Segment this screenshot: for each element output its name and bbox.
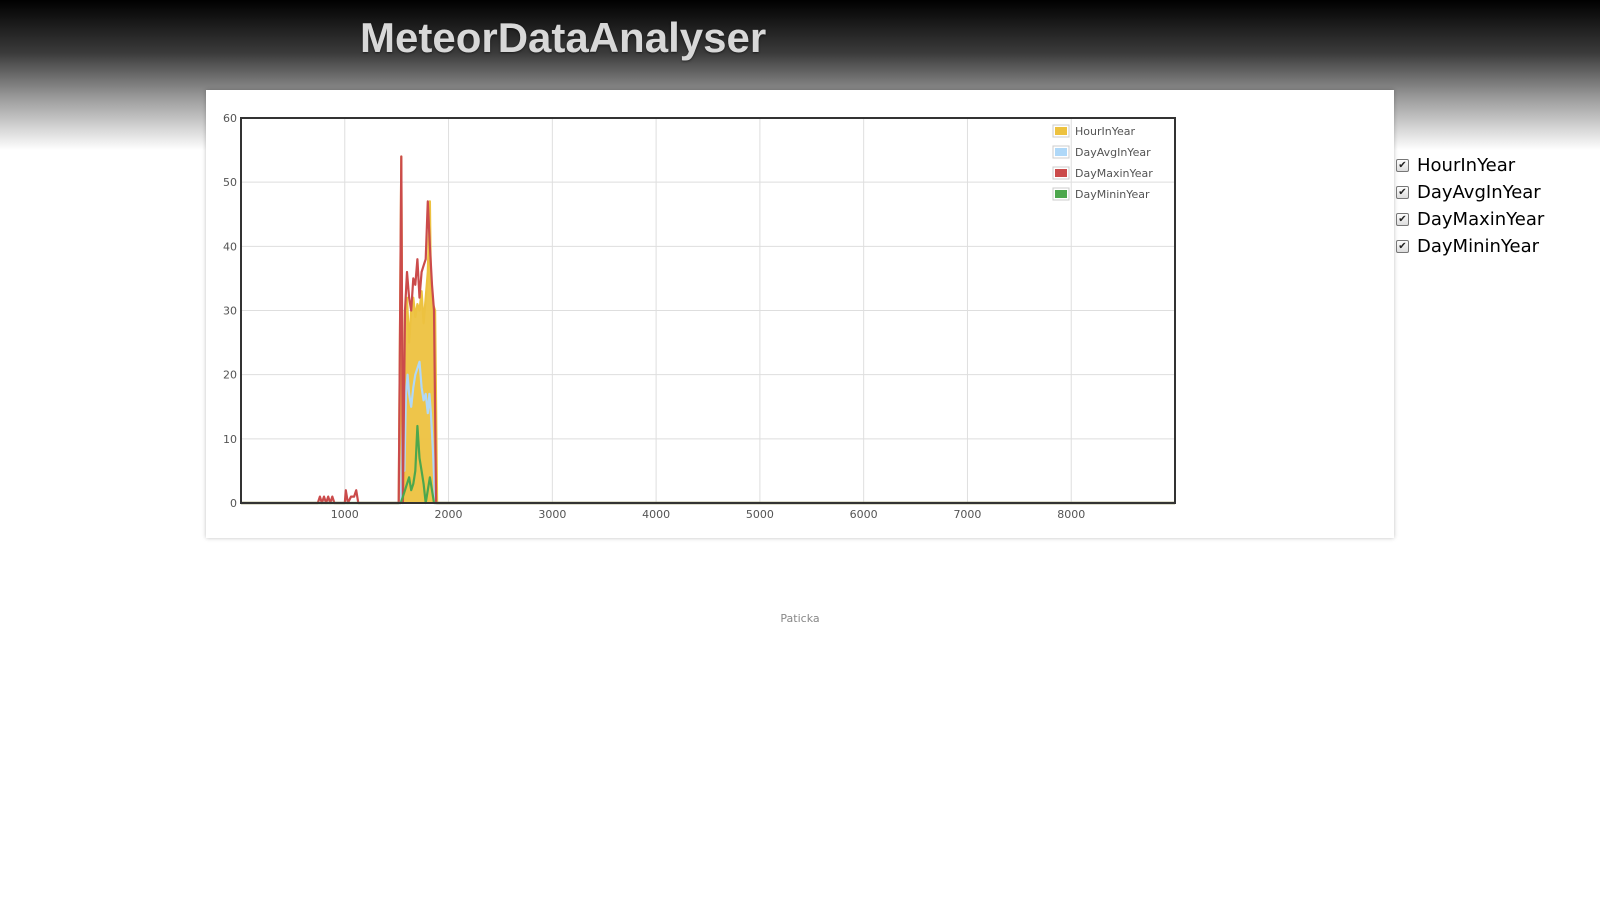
toggle-dayavginyear[interactable]: ✔ DayAvgInYear (1396, 179, 1544, 206)
legend-label-hourinyear: HourInYear (1075, 125, 1135, 138)
legend-swatch-hourinyear (1055, 127, 1067, 135)
legend-swatch-daymininyear (1055, 190, 1067, 198)
legend-swatch-daymaxinyear (1055, 169, 1067, 177)
y-tick-label: 10 (223, 433, 237, 446)
legend-label-dayavginyear: DayAvgInYear (1075, 146, 1151, 159)
toggle-label-daymininyear[interactable]: DayMininYear (1417, 236, 1540, 257)
toggle-hourinyear[interactable]: ✔ HourInYear (1396, 152, 1544, 179)
plot-frame (240, 117, 1176, 504)
toggle-daymininyear[interactable]: ✔ DayMininYear (1396, 233, 1544, 260)
series-area-hourinyear (241, 156, 1175, 503)
x-tick-label: 3000 (538, 508, 566, 521)
series-line-dayavginyear (241, 360, 1175, 505)
y-tick-label: 20 (223, 369, 237, 382)
toggle-label-hourinyear[interactable]: HourInYear (1417, 155, 1516, 176)
legend-label-daymininyear: DayMininYear (1075, 188, 1150, 201)
x-tick-label: 7000 (953, 508, 981, 521)
series-line-hourinyear (241, 155, 1175, 505)
toggle-label-daymaxinyear[interactable]: DayMaxinYear (1417, 209, 1545, 230)
checkbox-daymaxinyear[interactable]: ✔ (1396, 213, 1409, 226)
series-toggle-list: ✔ HourInYear ✔ DayAvgInYear ✔ DayMaxinYe… (1396, 152, 1544, 260)
x-tick-label: 5000 (746, 508, 774, 521)
y-tick-label: 40 (223, 240, 237, 253)
x-tick-label: 2000 (435, 508, 463, 521)
y-tick-label: 0 (230, 497, 237, 510)
checkbox-daymininyear[interactable]: ✔ (1396, 240, 1409, 253)
x-tick-label: 4000 (642, 508, 670, 521)
checkbox-dayavginyear[interactable]: ✔ (1396, 186, 1409, 199)
app-title: MeteorDataAnalyser (360, 14, 767, 61)
series-line-daymininyear (241, 424, 1175, 505)
footer-text: Paticka (780, 612, 820, 625)
chart-panel: 1000 2000 3000 4000 5000 6000 7000 8000 0 10 20 30 4… (206, 90, 1544, 538)
toggle-daymaxinyear[interactable]: ✔ DayMaxinYear (1396, 206, 1544, 233)
x-tick-label: 1000 (331, 508, 359, 521)
x-tick-label: 6000 (850, 508, 878, 521)
series-line-daymaxinyear (241, 155, 1175, 505)
legend-swatch-dayavginyear (1055, 148, 1067, 156)
checkbox-hourinyear[interactable]: ✔ (1396, 159, 1409, 172)
y-tick-label: 30 (223, 305, 237, 318)
y-tick-label: 60 (223, 112, 237, 125)
toggle-label-dayavginyear[interactable]: DayAvgInYear (1417, 182, 1541, 203)
x-tick-label: 8000 (1057, 508, 1085, 521)
chart: 1000 2000 3000 4000 5000 6000 7000 8000 0 10 20 30 4… (223, 112, 1176, 521)
legend-label-daymaxinyear: DayMaxinYear (1075, 167, 1153, 180)
y-tick-label: 50 (223, 176, 237, 189)
